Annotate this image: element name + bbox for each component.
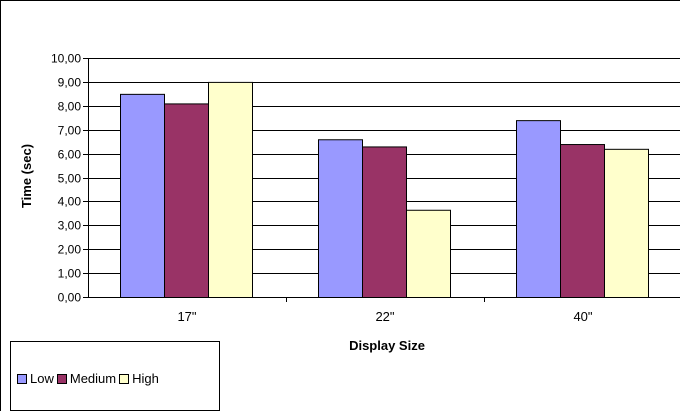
- legend-swatch: [56, 373, 67, 384]
- legend-label: Low: [30, 371, 54, 386]
- y-axis-title: Time (sec): [19, 144, 34, 208]
- bar-high-0: [208, 81, 253, 299]
- legend-swatch: [119, 373, 130, 384]
- bar-high-2: [604, 148, 649, 298]
- y-tick-label: 7,00: [58, 124, 82, 138]
- x-tick-label: 17": [177, 309, 196, 324]
- bar-medium-2: [560, 144, 605, 298]
- bar-medium-0: [164, 103, 209, 298]
- legend-items: Low Medium High: [17, 371, 162, 386]
- y-tick-label: 3,00: [58, 219, 82, 233]
- bar-low-2: [516, 120, 561, 298]
- axes: 0,00 1,00 2,00 3,00 4,00 5,00 6,00 7,00 8,00 9,00…: [51, 52, 680, 324]
- legend: Low Medium High: [10, 341, 220, 411]
- y-tick-label: 2,00: [58, 243, 82, 257]
- y-tick-label: 9,00: [58, 76, 82, 90]
- x-axis-title: Display Size: [349, 338, 425, 353]
- legend-swatch: [17, 373, 27, 384]
- legend-item-low: Low: [17, 371, 54, 386]
- legend-item-high: High: [119, 371, 159, 386]
- bar-high-1: [406, 209, 451, 298]
- x-tick-label: 40": [573, 309, 592, 324]
- y-tick-label: 8,00: [58, 100, 82, 114]
- y-tick-label: 4,00: [58, 195, 82, 209]
- x-tick-label: 22": [375, 309, 394, 324]
- y-tick-label: 10,00: [51, 52, 81, 66]
- y-tick-label: 5,00: [58, 172, 82, 186]
- legend-label: Medium: [69, 371, 117, 386]
- bars: [120, 81, 649, 299]
- bar-low-1: [318, 139, 363, 298]
- y-tick-label: 6,00: [58, 148, 82, 162]
- bar-medium-1: [362, 146, 407, 298]
- y-tick-label: 1,00: [58, 267, 82, 281]
- bar-low-0: [120, 93, 165, 298]
- legend-label: High: [132, 371, 159, 386]
- legend-item-medium: Medium: [56, 371, 117, 386]
- y-tick-label: 0,00: [58, 291, 82, 305]
